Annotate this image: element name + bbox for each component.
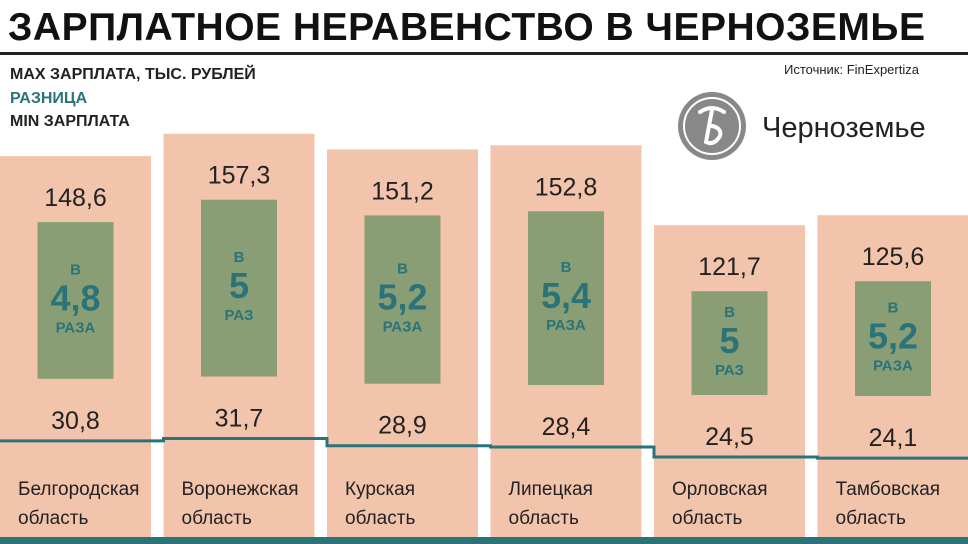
max-value-label: 152,8: [535, 173, 598, 201]
region-label: Воронежская: [182, 479, 299, 500]
legend-max: MAX ЗАРПЛАТА, ТЫС. РУБЛЕЙ: [10, 66, 256, 83]
region-sublabel: область: [182, 508, 252, 529]
region-label: Белгородская: [18, 479, 139, 500]
difference-bar: [37, 222, 114, 379]
max-value-label: 148,6: [44, 184, 107, 212]
legend-diff: РАЗНИЦА: [10, 90, 88, 107]
region-sublabel: область: [509, 508, 579, 529]
brand-logo-icon: [678, 92, 746, 160]
min-value-label: 31,7: [215, 405, 264, 433]
ratio-value-label: 5,4: [541, 275, 591, 316]
min-value-label: 24,1: [869, 424, 918, 452]
region-label: Тамбовская: [836, 479, 941, 500]
region-sublabel: область: [345, 508, 415, 529]
region-sublabel: область: [672, 508, 742, 529]
chart-title: ЗАРПЛАТНОЕ НЕРАВЕНСТВО В ЧЕРНОЗЕМЬЕ: [8, 6, 926, 49]
ratio-value-label: 5: [719, 320, 739, 361]
min-value-label: 24,5: [705, 423, 754, 451]
brand-name: Черноземье: [762, 112, 926, 144]
min-value-label: 28,4: [542, 413, 591, 441]
max-value-label: 151,2: [371, 177, 434, 205]
difference-bar: [201, 199, 277, 377]
ratio-unit-label: РАЗА: [383, 319, 423, 336]
ratio-unit-label: РАЗ: [225, 307, 254, 324]
title-rule: [0, 52, 968, 55]
difference-bar: [691, 291, 768, 396]
region-sublabel: область: [836, 508, 906, 529]
ratio-value-label: 5: [229, 265, 249, 306]
ratio-prefix-label: В: [70, 261, 81, 278]
ratio-prefix-label: В: [888, 300, 899, 317]
ratio-prefix-label: В: [561, 259, 572, 276]
difference-bar: [528, 211, 604, 386]
baseline: [0, 537, 968, 544]
region-sublabel: область: [18, 508, 88, 529]
ratio-value-label: 5,2: [377, 277, 427, 318]
source-note: Источник: FinExpertiza: [784, 62, 919, 77]
region-label: Курская: [345, 479, 415, 500]
max-value-label: 125,6: [862, 243, 925, 271]
ratio-unit-label: РАЗ: [715, 362, 744, 379]
min-salary-step-line: [0, 437, 968, 460]
max-value-label: 157,3: [208, 162, 271, 190]
min-value-label: 30,8: [51, 407, 100, 435]
region-label: Липецкая: [509, 479, 593, 500]
difference-bar: [855, 281, 931, 397]
ratio-unit-label: РАЗА: [56, 319, 96, 336]
difference-bar: [364, 215, 441, 384]
ratio-unit-label: РАЗА: [546, 317, 586, 334]
ratio-prefix-label: В: [397, 261, 408, 278]
ratio-unit-label: РАЗА: [873, 358, 913, 375]
legend-min: MIN ЗАРПЛАТА: [10, 113, 130, 130]
max-value-label: 121,7: [698, 253, 761, 281]
ratio-prefix-label: В: [234, 249, 245, 266]
min-value-label: 28,9: [378, 412, 427, 440]
region-label: Орловская: [672, 479, 768, 500]
ratio-prefix-label: В: [724, 304, 735, 321]
ratio-value-label: 5,2: [868, 316, 918, 357]
ratio-value-label: 4,8: [50, 277, 100, 318]
